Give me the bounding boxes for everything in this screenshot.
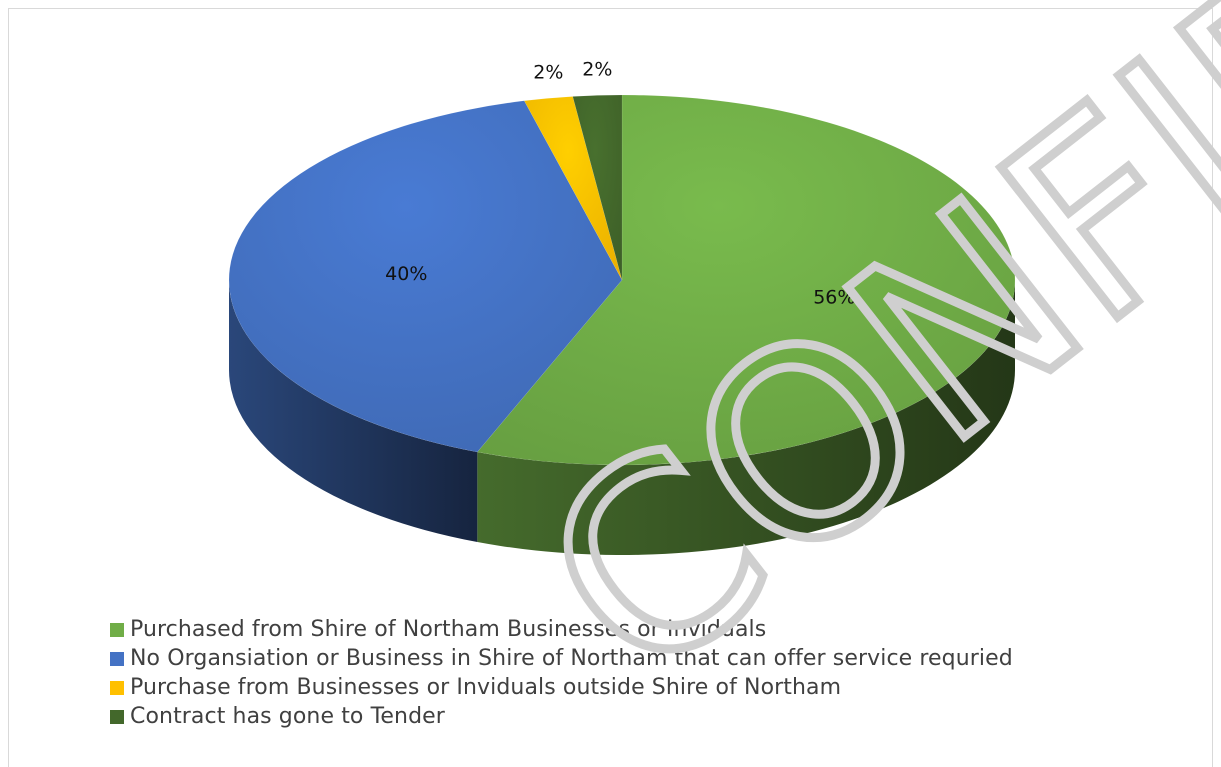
- data-label: 2%: [533, 61, 563, 83]
- pie-slice: [523, 96, 623, 281]
- legend-swatch: [110, 709, 124, 724]
- legend-item: Purchased from Shire of Northam Business…: [110, 615, 1013, 644]
- data-label: 2%: [582, 58, 612, 80]
- legend-swatch: [110, 680, 124, 695]
- pie-slice: [228, 100, 623, 453]
- legend-swatch: [110, 622, 124, 637]
- legend-label: Contract has gone to Tender: [130, 704, 445, 729]
- pie-slice-side: [228, 280, 478, 543]
- data-label: 40%: [385, 263, 427, 285]
- legend-label: Purchase from Businesses or Inviduals ou…: [130, 675, 842, 700]
- legend-item: No Organsiation or Business in Shire of …: [110, 644, 1013, 673]
- legend-label: No Organsiation or Business in Shire of …: [130, 646, 1013, 671]
- legend-label: Purchased from Shire of Northam Business…: [130, 617, 767, 642]
- legend-swatch: [110, 651, 124, 666]
- data-label: 56%: [813, 286, 855, 308]
- pie-slice-side: [477, 280, 1016, 556]
- legend-item: Purchase from Businesses or Inviduals ou…: [110, 673, 1013, 702]
- legend-item: Contract has gone to Tender: [110, 702, 1013, 731]
- chart-frame: [8, 8, 1213, 767]
- pie-slice: [476, 94, 1016, 466]
- legend: Purchased from Shire of Northam Business…: [110, 615, 1013, 731]
- pie-slice: [572, 94, 623, 281]
